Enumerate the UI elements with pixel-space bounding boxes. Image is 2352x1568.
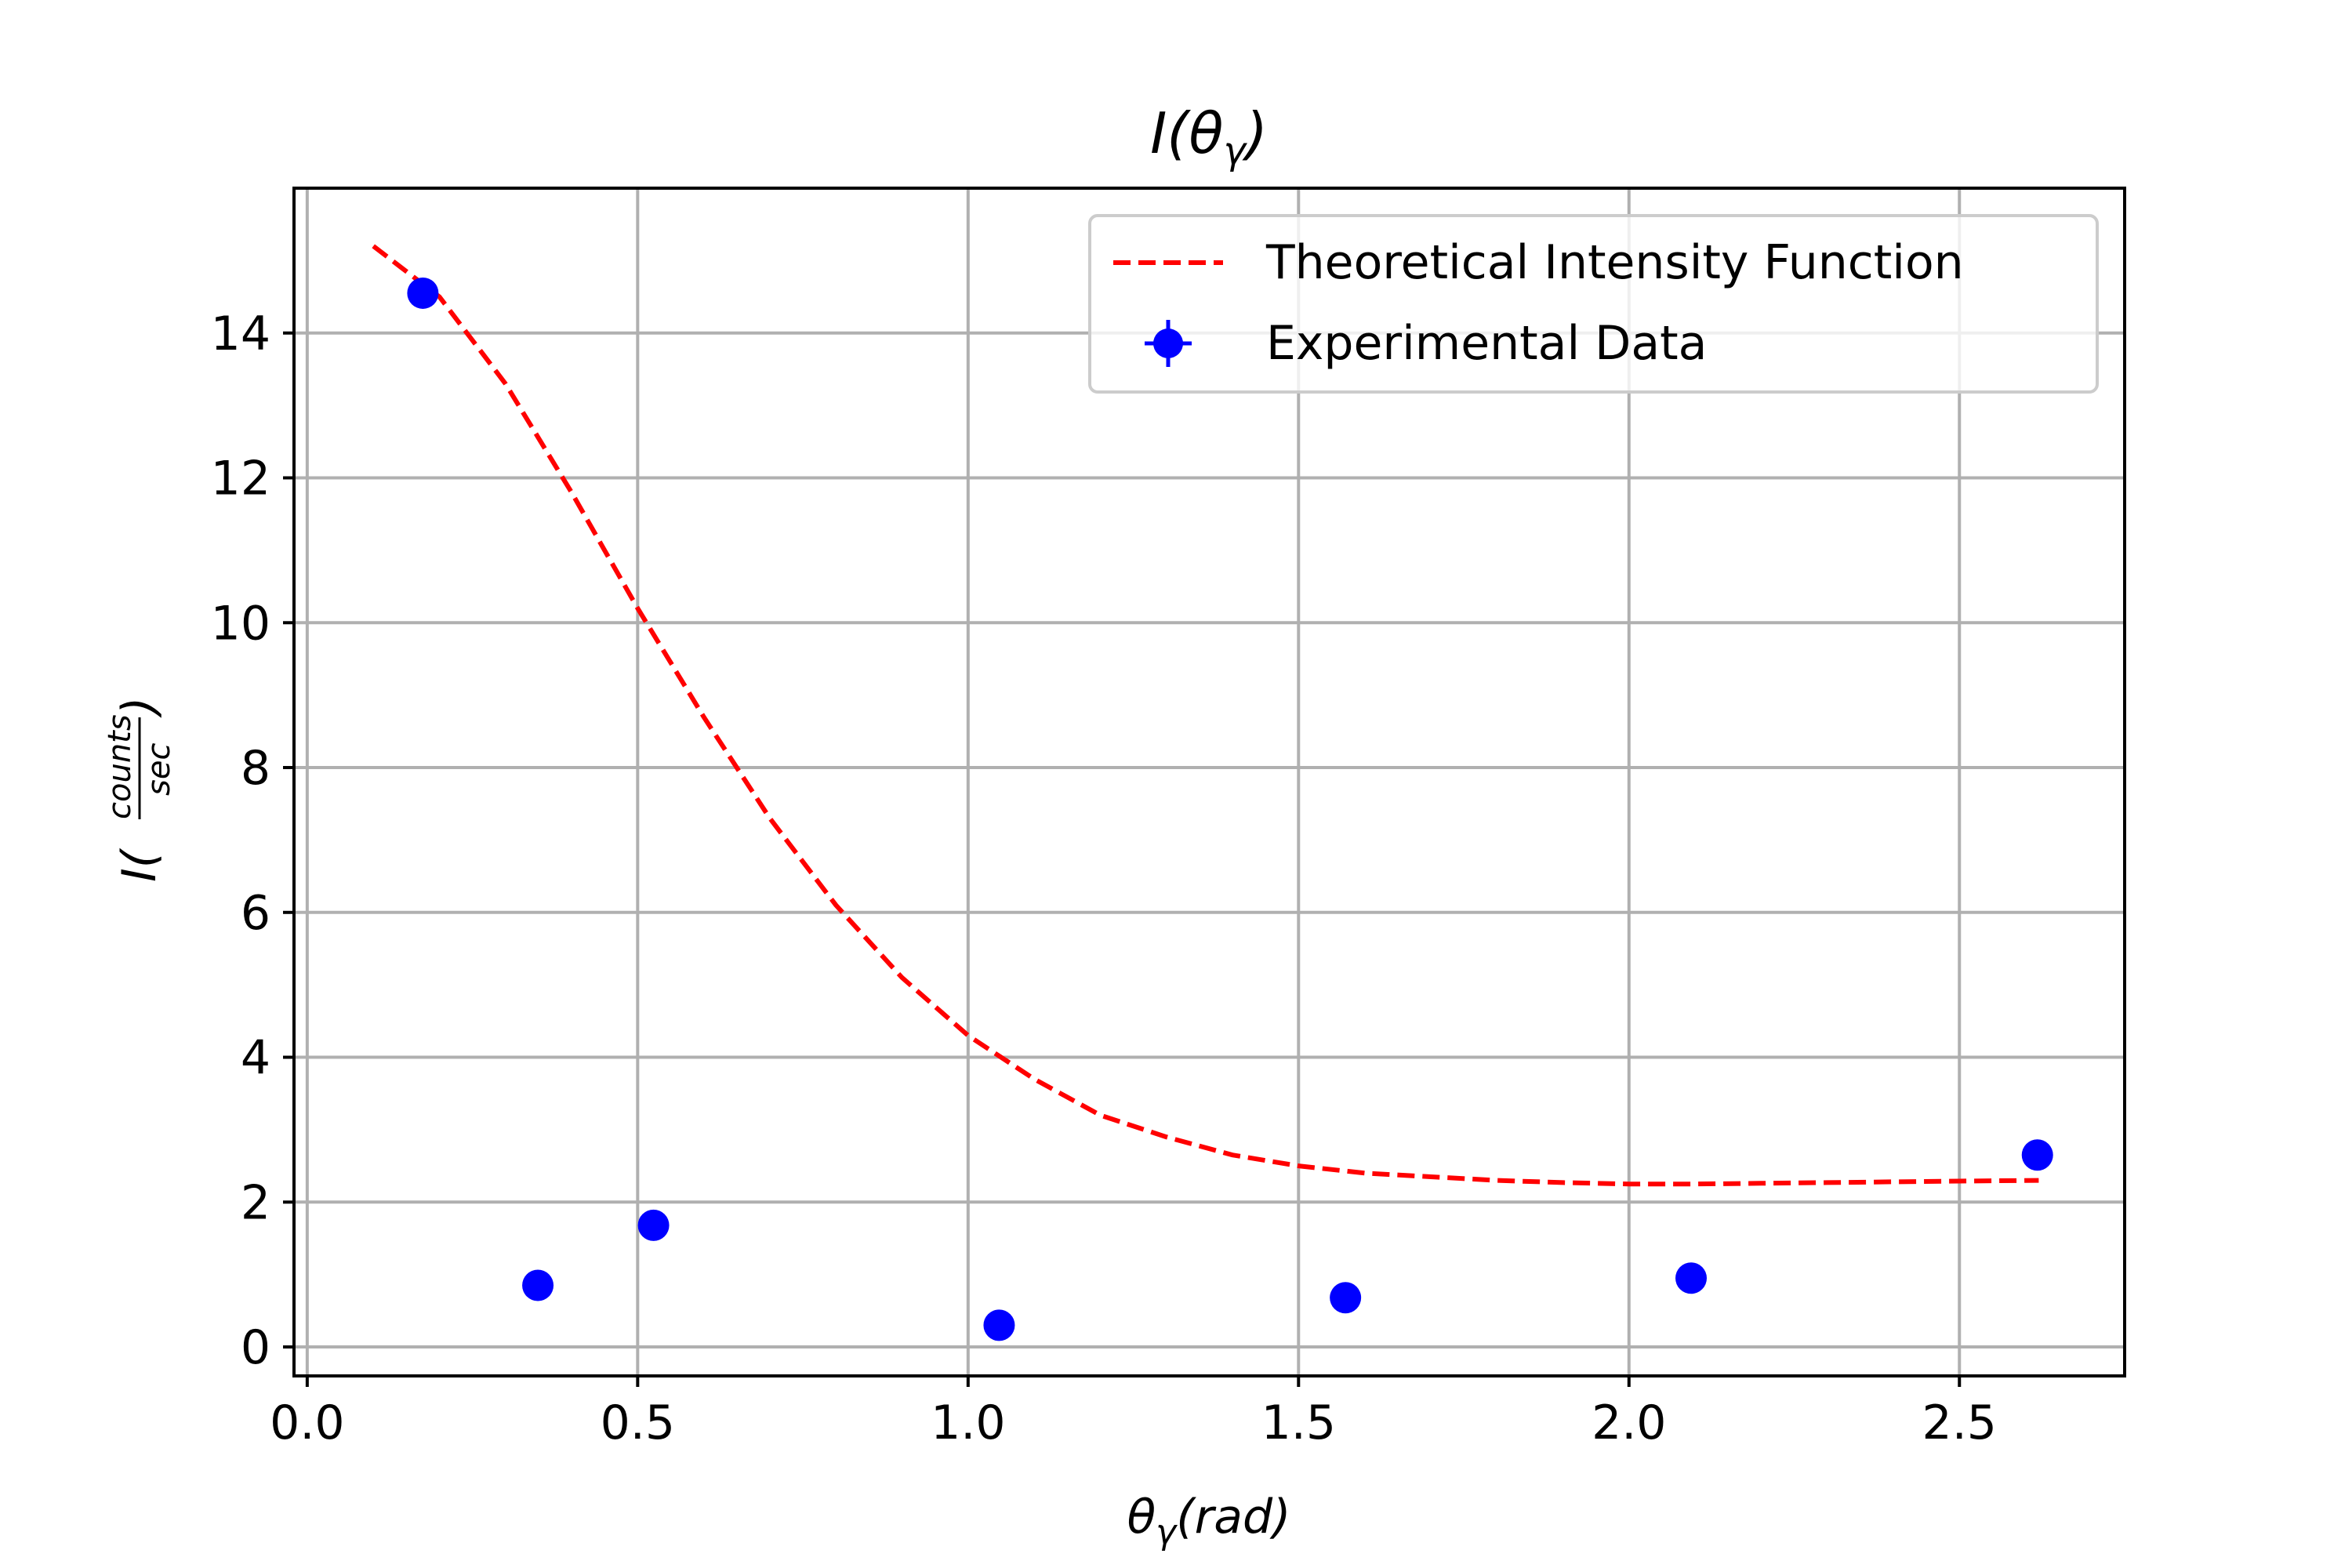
legend-marker-swatch: [1153, 328, 1183, 358]
legend-label-experimental: Experimental Data: [1266, 316, 1707, 371]
theoretical-curve-layer: [372, 244, 2039, 1187]
x-axis: 0.0 0.5 1.0 1.5 2.0 2.5: [270, 1376, 1997, 1450]
experimental-data-point: [983, 1309, 1015, 1341]
chart-title: I(θγ): [1150, 100, 1268, 173]
y-axis-label-denominator: sec: [141, 743, 177, 796]
legend-box: [1088, 214, 2099, 394]
experimental-data-point: [407, 277, 439, 309]
y-tick-label: 10: [211, 596, 270, 651]
x-tick-label: 1.0: [931, 1396, 1005, 1450]
y-tick-label: 8: [241, 741, 270, 796]
y-tick-label: 14: [211, 307, 270, 361]
experimental-data-point: [1675, 1262, 1708, 1294]
experimental-data-point: [1330, 1282, 1362, 1314]
x-tick-label: 0.0: [270, 1396, 344, 1450]
experimental-data-point: [2021, 1139, 2053, 1171]
x-tick-label: 2.5: [1922, 1396, 1997, 1450]
y-axis-label-main: I(: [112, 848, 167, 882]
y-tick-label: 0: [241, 1320, 270, 1375]
x-axis-label: θγ(rad): [1127, 1490, 1290, 1552]
y-tick-label: 12: [211, 452, 270, 506]
experimental-points-layer: [407, 277, 2053, 1341]
legend-label-theoretical: Theoretical Intensity Function: [1265, 235, 1964, 290]
experimental-data-point: [522, 1269, 554, 1301]
x-tick-label: 1.5: [1261, 1396, 1336, 1450]
plot-area-frame: [292, 187, 2126, 1377]
y-axis-label-close: ): [112, 697, 167, 718]
theoretical-intensity-line: [372, 244, 2039, 1187]
y-axis-label: I( counts sec ): [102, 697, 177, 882]
y-axis: 0 2 4 6 8 10 12 14: [211, 307, 294, 1375]
legend: Theoretical Intensity Function Experimen…: [1088, 214, 2099, 394]
experimental-data-point: [637, 1209, 670, 1241]
y-axis-label-numerator: counts: [102, 714, 138, 819]
x-tick-label: 2.0: [1592, 1396, 1666, 1450]
x-tick-label: 0.5: [601, 1396, 675, 1450]
y-tick-label: 6: [241, 886, 270, 941]
y-tick-label: 2: [241, 1175, 270, 1230]
y-tick-label: 4: [241, 1031, 270, 1086]
